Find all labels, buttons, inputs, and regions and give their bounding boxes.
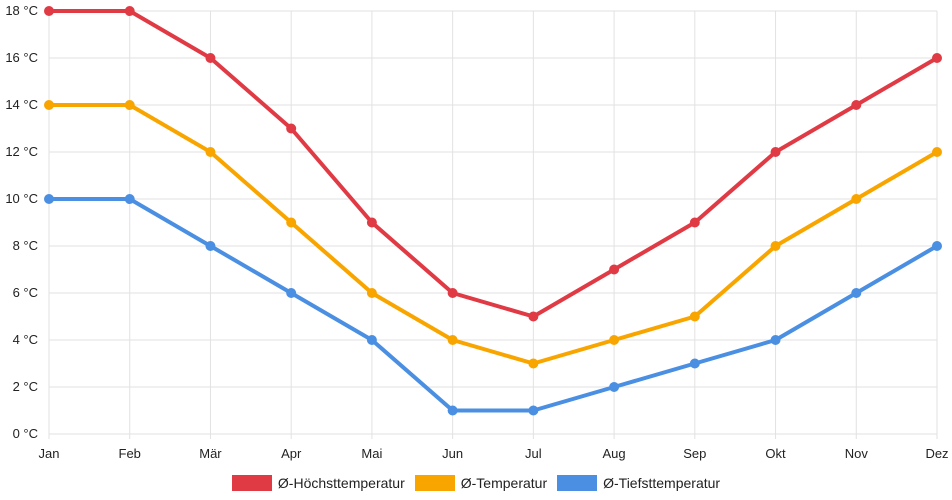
series-group [44, 6, 942, 322]
legend-item[interactable]: Ø-Tiefsttemperatur [557, 475, 720, 491]
series-line [47, 9, 939, 319]
data-point[interactable] [851, 288, 862, 298]
x-tick-label: Apr [281, 446, 302, 461]
data-point[interactable] [366, 217, 377, 228]
grid [48, 10, 938, 439]
y-tick-label: 4 °C [13, 332, 38, 347]
y-tick-label: 18 °C [5, 3, 38, 18]
data-point[interactable] [205, 147, 216, 157]
y-tick-label: 10 °C [5, 191, 38, 206]
series-line [47, 197, 939, 413]
y-tick-label: 8 °C [13, 238, 38, 253]
x-tick-label: Dez [925, 446, 948, 461]
data-point[interactable] [932, 53, 942, 63]
x-tick-label: Jul [525, 446, 542, 461]
data-point[interactable] [689, 217, 700, 228]
data-point[interactable] [366, 288, 377, 298]
x-tick-label: Sep [683, 446, 706, 461]
y-tick-label: 16 °C [5, 50, 38, 65]
x-tick-label: Mai [361, 446, 382, 461]
y-tick-label: 0 °C [13, 426, 38, 441]
legend-swatch [414, 475, 455, 491]
chart-canvas: 0 °C 2 °C 4 °C 6 °C 8 °C 10 °C 12 °C 14 °C 16 °C… [5, 3, 948, 461]
y-tick-label: 14 °C [5, 97, 38, 112]
data-point[interactable] [447, 405, 458, 416]
series-group [44, 100, 942, 369]
axes: 0 °C 2 °C 4 °C 6 °C 8 °C 10 °C 12 °C 14 °C 16 °C… [5, 3, 948, 461]
series-line [47, 103, 939, 366]
legend-swatch [231, 475, 272, 491]
chart-legend: Ø-Höchsttemperatur Ø-Temperatur Ø-Tiefstte… [0, 472, 952, 494]
data-point[interactable] [851, 194, 862, 204]
data-point[interactable] [205, 53, 216, 63]
data-point[interactable] [689, 311, 700, 322]
data-point[interactable] [932, 147, 942, 157]
data-point[interactable] [770, 335, 781, 345]
x-tick-label: Okt [765, 446, 786, 461]
data-point[interactable] [205, 241, 216, 251]
data-point[interactable] [286, 288, 297, 298]
data-point[interactable] [124, 100, 135, 110]
x-tick-label: Feb [119, 446, 141, 461]
data-point[interactable] [44, 6, 54, 16]
data-point[interactable] [44, 100, 54, 110]
series-layer [44, 6, 942, 416]
y-tick-label: 12 °C [5, 144, 38, 159]
x-tick-label: Mär [199, 446, 222, 461]
legend-item[interactable]: Ø-Temperatur [414, 475, 548, 491]
data-point[interactable] [609, 264, 620, 275]
data-point[interactable] [366, 335, 377, 345]
y-tick-label: 2 °C [13, 379, 38, 394]
data-point[interactable] [528, 405, 539, 416]
data-point[interactable] [609, 382, 620, 392]
data-point[interactable] [528, 311, 539, 322]
data-point[interactable] [770, 147, 781, 157]
data-point[interactable] [124, 194, 135, 204]
legend-swatch [557, 475, 598, 491]
data-point[interactable] [932, 241, 942, 251]
x-tick-label: Jun [442, 446, 463, 461]
data-point[interactable] [609, 335, 620, 345]
data-point[interactable] [286, 123, 297, 134]
legend-label: Ø-Höchsttemperatur [277, 475, 405, 491]
x-tick-label: Nov [845, 446, 869, 461]
data-point[interactable] [689, 358, 700, 369]
data-point[interactable] [44, 194, 54, 204]
legend-label: Ø-Temperatur [460, 475, 548, 491]
data-point[interactable] [447, 335, 458, 345]
x-tick-label: Jan [39, 446, 60, 461]
legend-item[interactable]: Ø-Höchsttemperatur [231, 475, 405, 491]
legend-label: Ø-Tiefsttemperatur [603, 475, 721, 491]
data-point[interactable] [528, 358, 539, 369]
x-tick-label: Aug [603, 446, 626, 461]
data-point[interactable] [286, 217, 297, 228]
series-group [44, 194, 942, 416]
data-point[interactable] [447, 288, 458, 298]
data-point[interactable] [770, 241, 781, 251]
y-tick-label: 6 °C [13, 285, 38, 300]
data-point[interactable] [124, 6, 135, 16]
data-point[interactable] [851, 100, 862, 110]
